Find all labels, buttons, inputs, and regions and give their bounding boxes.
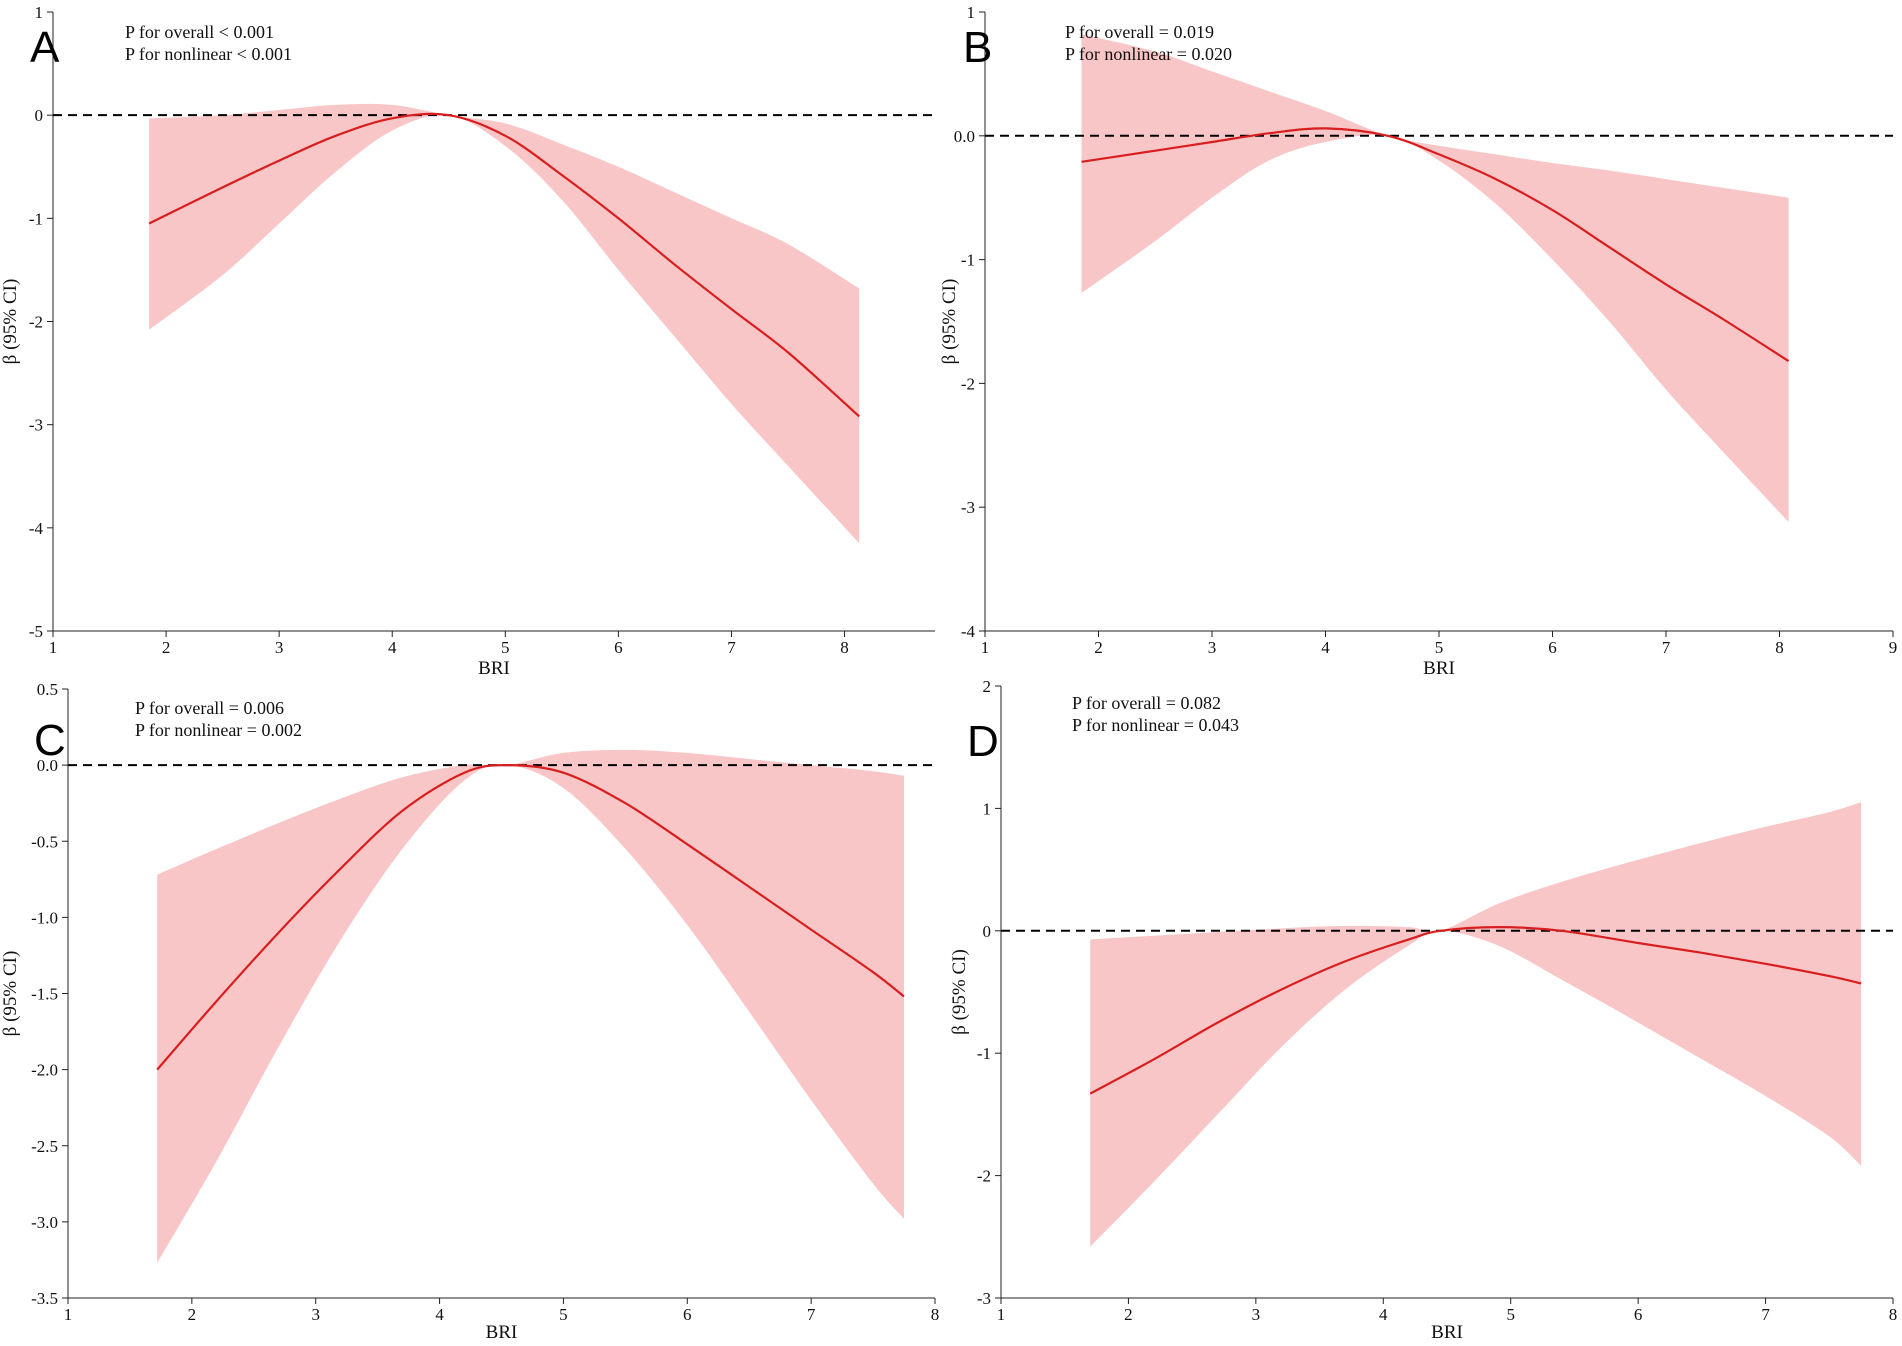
panel-c-p-value-overall: P for overall = 0.006 <box>135 698 284 718</box>
panel-c-x-tick-label: 8 <box>931 1305 940 1324</box>
panel-a: -5 -4 -3 -2 -1 0 1 1 2 3 4 5 6 7 8 BRI β (95% CI) A P for … <box>0 3 935 679</box>
panel-a-y-tick-label: -2 <box>29 313 43 332</box>
panel-b-letter: B <box>963 23 992 72</box>
panel-c-y-tick-label: 0.0 <box>37 756 58 775</box>
panel-d-ci-band <box>1090 802 1862 1247</box>
panel-b-fit-line <box>1081 127 1790 363</box>
panel-a-y-tick-label: -3 <box>29 416 43 435</box>
panel-a-y-tick-label: -1 <box>29 209 43 228</box>
panel-d-letter: D <box>967 717 999 766</box>
panel-a-ci-band <box>149 103 860 544</box>
panel-d-y-tick-label: -3 <box>977 1289 991 1308</box>
panel-a-y-tick-label: -4 <box>29 519 44 538</box>
panel-b-x-tick-label: 5 <box>1435 638 1444 657</box>
panel-d-y-tick-label: 0 <box>983 922 992 941</box>
panel-c-y-axis-title: β (95% CI) <box>0 951 21 1037</box>
panel-c-x-tick-label: 4 <box>435 1305 444 1324</box>
panel-b-y-axis-title: β (95% CI) <box>939 279 960 365</box>
panel-d-fit-line <box>1089 925 1862 1095</box>
panel-a-y-tick-label: 1 <box>35 3 44 22</box>
panel-a-y-axis-title: β (95% CI) <box>0 279 21 365</box>
panel-a-x-tick-label: 3 <box>275 638 284 657</box>
panel-b: -4 -3 -2 -1 0.0 1 1 2 3 4 5 6 7 8 9 BRI β (95% CI) B P for… <box>939 3 1897 679</box>
panel-d-p-value-overall: P for overall = 0.082 <box>1072 693 1221 713</box>
panel-b-p-value-overall: P for overall = 0.019 <box>1065 22 1214 42</box>
panel-a-fit-line <box>148 112 860 418</box>
panel-b-y-tick-label: -1 <box>961 251 975 270</box>
panel-c-ci-band <box>157 749 904 1263</box>
panel-b-x-tick-label: 1 <box>981 638 990 657</box>
panel-d-x-tick-label: 3 <box>1252 1305 1261 1324</box>
panel-d-x-tick-label: 4 <box>1379 1305 1388 1324</box>
panel-b-x-tick-label: 6 <box>1548 638 1557 657</box>
panel-c-y-tick-label: -2.5 <box>31 1137 58 1156</box>
panel-c-y-tick-label: -1.0 <box>31 908 58 927</box>
panel-b-x-tick-label: 9 <box>1889 638 1898 657</box>
panel-b-p-value-nonlinear: P for nonlinear = 0.020 <box>1065 44 1232 64</box>
panel-d-x-tick-label: 8 <box>1889 1305 1898 1324</box>
panel-b-y-tick-label: -4 <box>961 622 976 641</box>
panel-d-y-tick-label: 2 <box>983 677 992 696</box>
panel-d-x-tick-label: 2 <box>1124 1305 1133 1324</box>
panel-c-x-tick-label: 7 <box>807 1305 816 1324</box>
panel-a-p-value-overall: P for overall < 0.001 <box>125 22 274 42</box>
panel-a-x-tick-label: 4 <box>388 638 397 657</box>
panel-d-x-axis-title: BRI <box>1431 1322 1463 1343</box>
panel-b-x-axis-title: BRI <box>1423 658 1455 679</box>
panel-d-y-tick-label: -2 <box>977 1167 991 1186</box>
panel-a-x-tick-label: 2 <box>162 638 171 657</box>
panel-d-x-tick-label: 7 <box>1761 1305 1770 1324</box>
panel-c-x-tick-label: 6 <box>683 1305 692 1324</box>
panel-c-x-tick-label: 1 <box>64 1305 73 1324</box>
panel-d: -3 -2 -1 0 1 2 1 2 3 4 5 6 7 8 BRI β (95% CI) D P for ove… <box>949 677 1897 1343</box>
panel-a-x-axis-title: BRI <box>478 658 510 679</box>
panel-c-x-tick-label: 3 <box>311 1305 320 1324</box>
panel-b-y-tick-label: -3 <box>961 498 975 517</box>
panel-a-p-value-nonlinear: P for nonlinear < 0.001 <box>125 44 292 64</box>
panel-d-x-tick-label: 1 <box>997 1305 1006 1324</box>
panel-b-y-tick-label: -2 <box>961 374 975 393</box>
panel-b-x-tick-label: 3 <box>1208 638 1217 657</box>
panel-c-x-axis-title: BRI <box>486 1322 518 1343</box>
panel-c-y-tick-label: -3.5 <box>31 1289 58 1308</box>
panel-c-x-tick-label: 2 <box>188 1305 197 1324</box>
panel-c-letter: C <box>34 716 66 765</box>
panel-d-x-tick-label: 5 <box>1506 1305 1515 1324</box>
panel-d-x-tick-label: 6 <box>1634 1305 1643 1324</box>
panel-c-fit-line <box>156 763 905 1071</box>
panel-c-y-tick-label: 0.5 <box>37 680 58 699</box>
panel-d-y-tick-label: 1 <box>983 799 992 818</box>
panel-a-y-tick-label: 0 <box>35 106 44 125</box>
panel-a-letter: A <box>30 23 60 72</box>
panel-a-x-tick-label: 5 <box>501 638 510 657</box>
panel-b-x-tick-label: 8 <box>1775 638 1784 657</box>
panel-d-y-axis-title: β (95% CI) <box>949 949 970 1035</box>
panel-c-y-tick-label: -0.5 <box>31 832 58 851</box>
panel-b-y-tick-label: 1 <box>967 3 976 22</box>
panel-c-x-tick-label: 5 <box>559 1305 568 1324</box>
panel-b-ci-band <box>1081 34 1789 523</box>
panel-d-y-tick-label: -1 <box>977 1044 991 1063</box>
panel-a-x-tick-label: 6 <box>614 638 623 657</box>
panel-a-y-tick-label: -5 <box>29 622 43 641</box>
panel-a-x-tick-label: 8 <box>840 638 849 657</box>
panel-d-p-value-nonlinear: P for nonlinear = 0.043 <box>1072 715 1239 735</box>
panel-b-x-tick-label: 2 <box>1094 638 1103 657</box>
panel-a-x-tick-label: 7 <box>727 638 736 657</box>
panel-c-y-tick-label: -2.0 <box>31 1061 58 1080</box>
panel-c-p-value-nonlinear: P for nonlinear = 0.002 <box>135 720 302 740</box>
panel-b-y-tick-label: 0.0 <box>954 127 975 146</box>
panel-b-x-tick-label: 7 <box>1662 638 1671 657</box>
panel-b-x-tick-label: 4 <box>1321 638 1330 657</box>
panel-c-y-tick-label: -3.0 <box>31 1213 58 1232</box>
panel-c-y-tick-label: -1.5 <box>31 985 58 1004</box>
panel-c: -3.5 -3.0 -2.5 -2.0 -1.5 -1.0 -0.5 0.0 0.5 1 2 3 4 5 6… <box>0 680 939 1343</box>
panel-a-x-tick-label: 1 <box>49 638 58 657</box>
